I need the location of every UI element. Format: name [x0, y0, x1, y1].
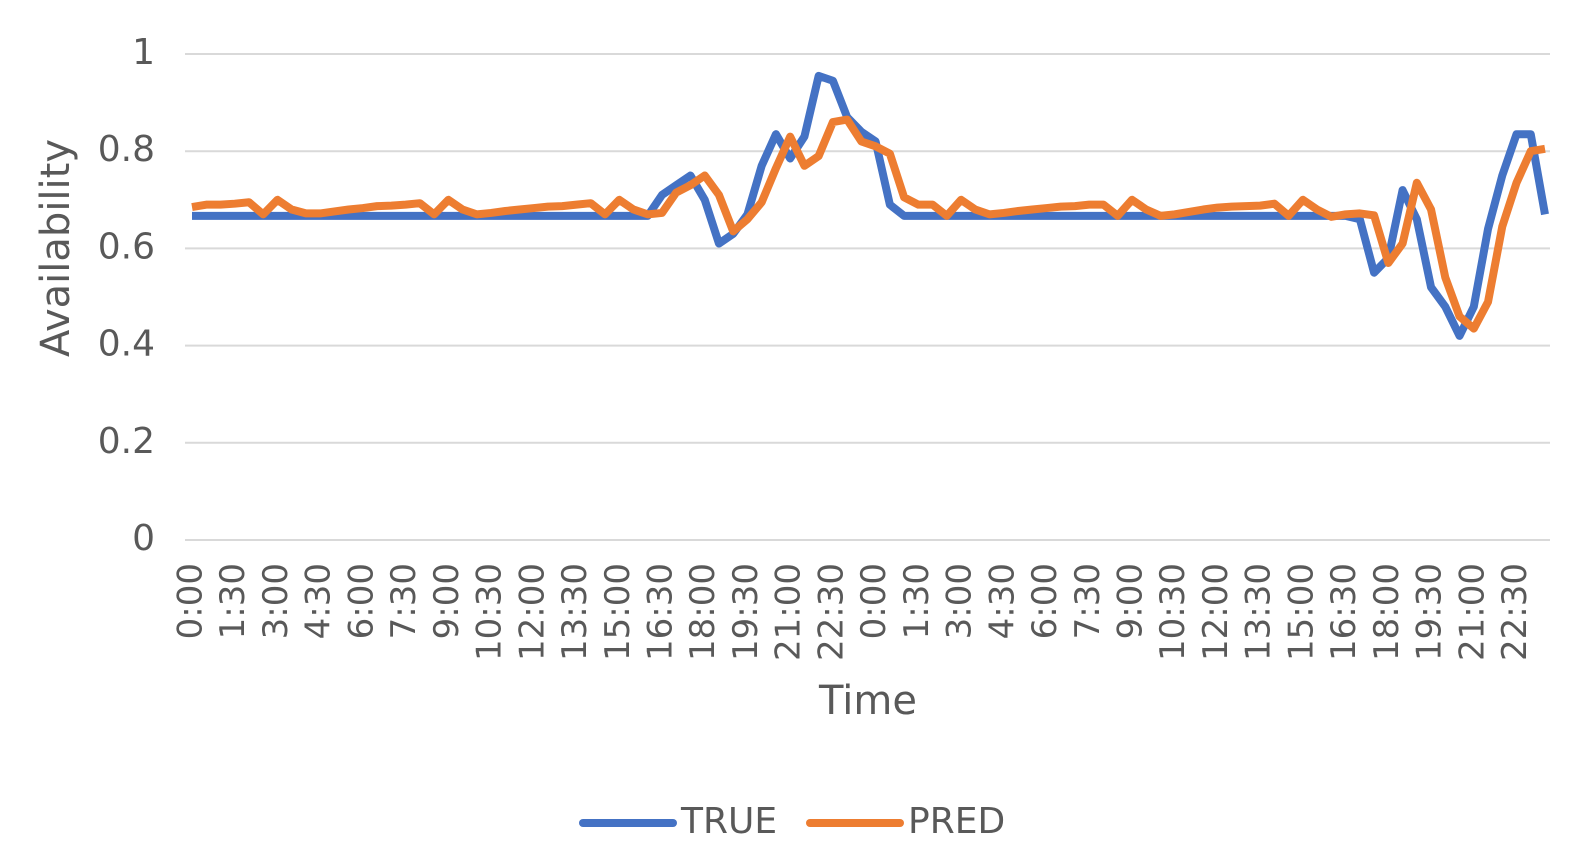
x-tick-label: 10:30 — [1153, 563, 1193, 661]
x-tick-label: 22:30 — [1495, 563, 1535, 661]
y-tick-label: 0.4 — [98, 324, 155, 365]
x-tick-label: 12:00 — [1196, 563, 1236, 661]
x-tick-label: 6:00 — [1025, 563, 1065, 639]
x-tick-label: 12:00 — [512, 563, 552, 661]
y-tick-label: 0.8 — [98, 129, 155, 170]
y-tick-label: 0.2 — [98, 421, 155, 462]
x-axis-title: Time — [818, 678, 917, 724]
x-tick-label: 9:00 — [1110, 563, 1150, 639]
y-tick-label: 0.6 — [98, 226, 155, 267]
x-tick-label: 21:00 — [769, 563, 809, 661]
x-tick-label: 22:30 — [811, 563, 851, 661]
x-tick-label: 19:30 — [726, 563, 766, 661]
x-tick-label: 19:30 — [1410, 563, 1450, 661]
x-tick-label: 18:00 — [683, 563, 723, 661]
x-tick-label: 16:30 — [1324, 563, 1364, 661]
x-tick-label: 15:00 — [598, 563, 638, 661]
x-tick-label: 10:30 — [470, 563, 510, 661]
x-tick-label: 7:30 — [1068, 563, 1108, 639]
x-tick-label: 0:00 — [854, 563, 894, 639]
x-tick-label: 4:30 — [982, 563, 1022, 639]
x-tick-label: 3:00 — [940, 563, 980, 639]
x-tick-label: 16:30 — [640, 563, 680, 661]
x-tick-label: 0:00 — [171, 563, 211, 639]
series-line — [192, 71, 1549, 340]
x-tick-label: 7:30 — [384, 563, 424, 639]
y-tick-label: 1 — [132, 32, 155, 73]
series-line — [191, 115, 1546, 333]
x-tick-label: 13:30 — [555, 563, 595, 661]
x-tick-label: 15:00 — [1281, 563, 1321, 661]
x-tick-label: 3:00 — [256, 563, 296, 639]
legend-label: TRUE — [680, 801, 777, 842]
x-tick-label: 1:30 — [213, 563, 253, 639]
y-tick-label: 0 — [132, 518, 155, 559]
x-tick-label: 1:30 — [897, 563, 937, 639]
x-tick-label: 18:00 — [1367, 563, 1407, 661]
x-tick-label: 4:30 — [299, 563, 339, 639]
y-axis-title: Availability — [33, 139, 79, 357]
x-tick-label: 9:00 — [427, 563, 467, 639]
x-tick-label: 21:00 — [1452, 563, 1492, 661]
x-tick-label: 6:00 — [341, 563, 381, 639]
x-tick-label: 13:30 — [1239, 563, 1279, 661]
legend-label: PRED — [908, 801, 1005, 842]
